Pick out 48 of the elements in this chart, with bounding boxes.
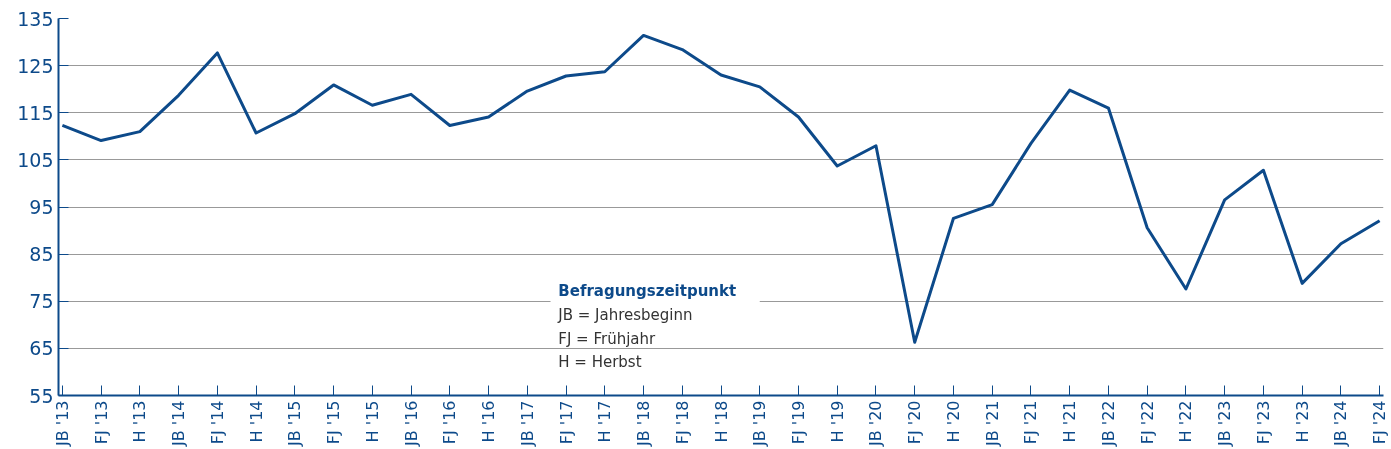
x-tick-label: FJ '20 <box>905 400 925 445</box>
x-tick-label: JB '16 <box>401 400 421 448</box>
x-tick-label: JB '15 <box>285 400 305 448</box>
x-tick-label: FJ '22 <box>1137 400 1157 445</box>
x-tick-label: FJ '16 <box>440 400 460 445</box>
x-tick-label: JB '24 <box>1331 400 1351 448</box>
x-tick-label: FJ '15 <box>324 400 344 445</box>
x-tick-label: FJ '23 <box>1253 400 1273 445</box>
x-tick-label: JB '22 <box>1098 400 1118 448</box>
x-tick-label: FJ '18 <box>672 400 692 445</box>
y-tick-label: 95 <box>29 196 54 218</box>
x-tick-label: JB '23 <box>1215 400 1235 448</box>
x-tick-label: FJ '24 <box>1370 400 1390 445</box>
x-tick-label: JB '14 <box>169 400 189 448</box>
x-tick-label: JB '20 <box>866 400 886 448</box>
y-tick-label: 75 <box>29 290 54 313</box>
x-tick-label: H '17 <box>595 400 615 443</box>
x-tick-label: H '23 <box>1292 400 1312 443</box>
annotation: Befragungszeitpunkt <box>558 282 737 301</box>
x-tick-label: H '16 <box>479 400 499 443</box>
x-tick-label: H '21 <box>1060 400 1080 443</box>
y-tick-label: 65 <box>29 337 54 360</box>
annotation: H = Herbst <box>558 353 642 372</box>
x-tick-label: JB '19 <box>750 400 770 448</box>
x-tick-label: H '15 <box>362 400 382 443</box>
x-tick-label: JB '17 <box>517 400 537 448</box>
x-tick-label: H '14 <box>246 400 266 443</box>
x-tick-label: H '13 <box>130 400 150 443</box>
x-tick-label: JB '21 <box>982 400 1002 448</box>
x-tick-label: FJ '19 <box>788 400 808 445</box>
x-tick-label: JB '13 <box>52 400 72 448</box>
y-tick-label: 135 <box>17 7 54 30</box>
x-tick-label: H '18 <box>711 400 731 443</box>
annotation: FJ = Frühjahr <box>558 329 657 348</box>
y-tick-label: 55 <box>29 384 54 407</box>
x-tick-label: H '22 <box>1176 400 1196 443</box>
x-tick-label: FJ '14 <box>207 400 227 445</box>
y-tick-label: 85 <box>29 243 54 266</box>
y-tick-label: 105 <box>17 148 54 171</box>
y-tick-label: 115 <box>17 101 54 124</box>
x-tick-label: FJ '17 <box>556 400 576 445</box>
x-tick-label: FJ '21 <box>1021 400 1041 445</box>
x-tick-label: H '19 <box>827 400 847 443</box>
x-tick-label: H '20 <box>943 400 963 443</box>
x-tick-label: JB '18 <box>634 400 654 448</box>
annotation: JB = Jahresbeginn <box>557 305 693 324</box>
y-tick-label: 125 <box>17 54 54 77</box>
x-tick-label: FJ '13 <box>91 400 111 445</box>
